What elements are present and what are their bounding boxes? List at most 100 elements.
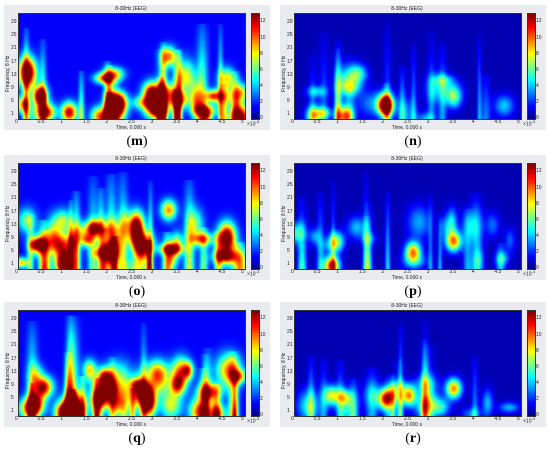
caption-letter: p: [409, 284, 417, 299]
x-axis-unit: ×10-3: [247, 119, 259, 128]
x-axis-unit: ×10-3: [247, 416, 259, 425]
y-tick-label: 25: [11, 329, 17, 336]
y-tick-label: 25: [287, 182, 293, 189]
spectrogram-panel-r: 8-30Hz (EEG) 0 2 4 6 8 10 12 1 5 9 13 17 21 25 29 Freque…: [280, 302, 546, 450]
colorbar-tick-label: 4: [536, 232, 539, 239]
colorbar: [251, 163, 260, 270]
x-tick-label: 4.5: [218, 416, 226, 422]
colorbar-tick-label: 0: [260, 115, 263, 121]
x-tick-label: 3: [426, 416, 430, 422]
y-tick-label: 5: [287, 247, 290, 254]
x-tick-label: 4: [195, 119, 199, 125]
y-tick-label: 29: [287, 19, 293, 26]
colorbar-tick-label: 0: [260, 265, 263, 271]
caption-open-paren: (: [404, 134, 410, 149]
colorbar-tick-label: 2: [536, 248, 539, 255]
x-tick-label: 4.5: [494, 416, 502, 422]
x-axis-label: Time, 0.000 s: [115, 422, 147, 428]
x-unit-exponent: -3: [255, 119, 260, 124]
x-axis-label: Time, 0.000 s: [115, 125, 147, 131]
y-tick-label: 1: [287, 261, 290, 268]
panel-caption: (q): [4, 431, 270, 447]
x-tick-label: 3: [426, 269, 430, 275]
colorbar-tick-label: 6: [536, 66, 539, 73]
colorbar-tick-label: 0: [536, 115, 539, 121]
y-tick-label: 1: [11, 111, 14, 118]
colorbar-tick-label: 0: [260, 412, 263, 418]
caption-close-paren: ): [416, 431, 421, 446]
colorbar-tick-label: 12: [536, 18, 542, 25]
y-tick-label: 25: [287, 32, 293, 39]
x-tick-label: 5: [241, 269, 244, 275]
y-tick-label: 9: [11, 234, 14, 241]
caption-open-paren: (: [405, 431, 410, 446]
caption-open-paren: (: [128, 431, 134, 446]
x-tick-label: 2: [105, 269, 109, 275]
x-tick-label: 0: [15, 119, 18, 125]
colorbar: [527, 310, 536, 417]
caption-open-paren: (: [404, 284, 410, 299]
colorbar: [251, 310, 260, 417]
y-tick-label: 21: [287, 195, 293, 202]
colorbar-tick-label: 0: [536, 412, 539, 418]
x-unit-base: ×10: [247, 271, 256, 278]
x-tick-label: 1: [336, 269, 339, 275]
y-tick-label: 13: [11, 368, 17, 375]
x-tick-label: 4.5: [494, 119, 502, 125]
colorbar-tick-label: 8: [536, 347, 539, 354]
colorbar-tick-label: 8: [536, 200, 539, 207]
panel-caption: (m): [4, 134, 270, 150]
y-tick-label: 21: [287, 45, 293, 52]
colorbar-tick-label: 4: [260, 232, 263, 239]
x-tick-label: 1: [60, 416, 63, 422]
x-tick-label: 1.5: [358, 269, 366, 275]
x-tick-label: 1: [336, 416, 339, 422]
caption-close-paren: ): [140, 284, 146, 299]
y-axis-label: Frequency, 8 Hz: [5, 205, 11, 242]
y-tick-label: 13: [11, 71, 17, 78]
y-tick-label: 29: [11, 19, 17, 26]
y-tick-label: 9: [287, 84, 290, 91]
x-tick-label: 5: [517, 119, 520, 125]
caption-letter: q: [133, 431, 141, 446]
x-unit-base: ×10: [523, 418, 532, 425]
caption-letter: o: [133, 284, 141, 299]
y-tick-label: 29: [287, 169, 293, 176]
y-tick-label: 13: [287, 71, 293, 78]
x-tick-label: 2: [381, 119, 385, 125]
colorbar-tick-label: 2: [536, 395, 539, 402]
y-tick-label: 13: [11, 221, 17, 228]
x-axis-label: Time, 0.000 s: [391, 125, 423, 131]
panel-title: 8-30Hz (EEG): [115, 156, 147, 162]
x-tick-label: 1.5: [358, 119, 366, 125]
colorbar-tick-label: 6: [536, 363, 539, 370]
x-tick-label: 3.5: [449, 119, 457, 125]
caption-open-paren: (: [128, 284, 134, 299]
x-tick-label: 4.5: [494, 269, 502, 275]
heatmap-plot: [294, 13, 522, 120]
panel-caption: (p): [280, 284, 546, 300]
y-axis-label: Frequency, 8 Hz: [5, 55, 11, 92]
x-tick-label: 2.5: [128, 119, 135, 125]
spectrogram-panel-p: 8-30Hz (EEG) 0 2 4 6 8 10 12 1 5 9 13 17 21 25 29 Freque…: [280, 155, 546, 303]
x-tick-label: 0.5: [313, 269, 321, 275]
x-unit-exponent: -3: [531, 119, 536, 124]
x-tick-label: 5: [241, 119, 244, 125]
colorbar-tick-label: 12: [260, 315, 266, 322]
x-tick-label: 1: [336, 119, 339, 125]
x-tick-label: 2: [105, 119, 109, 125]
y-tick-label: 17: [287, 208, 293, 215]
x-tick-label: 3.5: [173, 269, 181, 275]
y-tick-label: 21: [11, 195, 17, 202]
y-tick-label: 5: [11, 247, 14, 254]
colorbar-tick-label: 8: [536, 50, 539, 57]
y-tick-label: 1: [287, 408, 290, 415]
caption-close-paren: ): [140, 431, 146, 446]
x-tick-label: 2.5: [404, 119, 411, 125]
x-tick-label: 3.5: [173, 416, 181, 422]
x-tick-label: 2.5: [404, 416, 411, 422]
y-tick-label: 17: [11, 208, 17, 215]
x-tick-label: 0.5: [37, 416, 45, 422]
heatmap-plot: [18, 310, 246, 417]
y-tick-label: 29: [11, 169, 17, 176]
